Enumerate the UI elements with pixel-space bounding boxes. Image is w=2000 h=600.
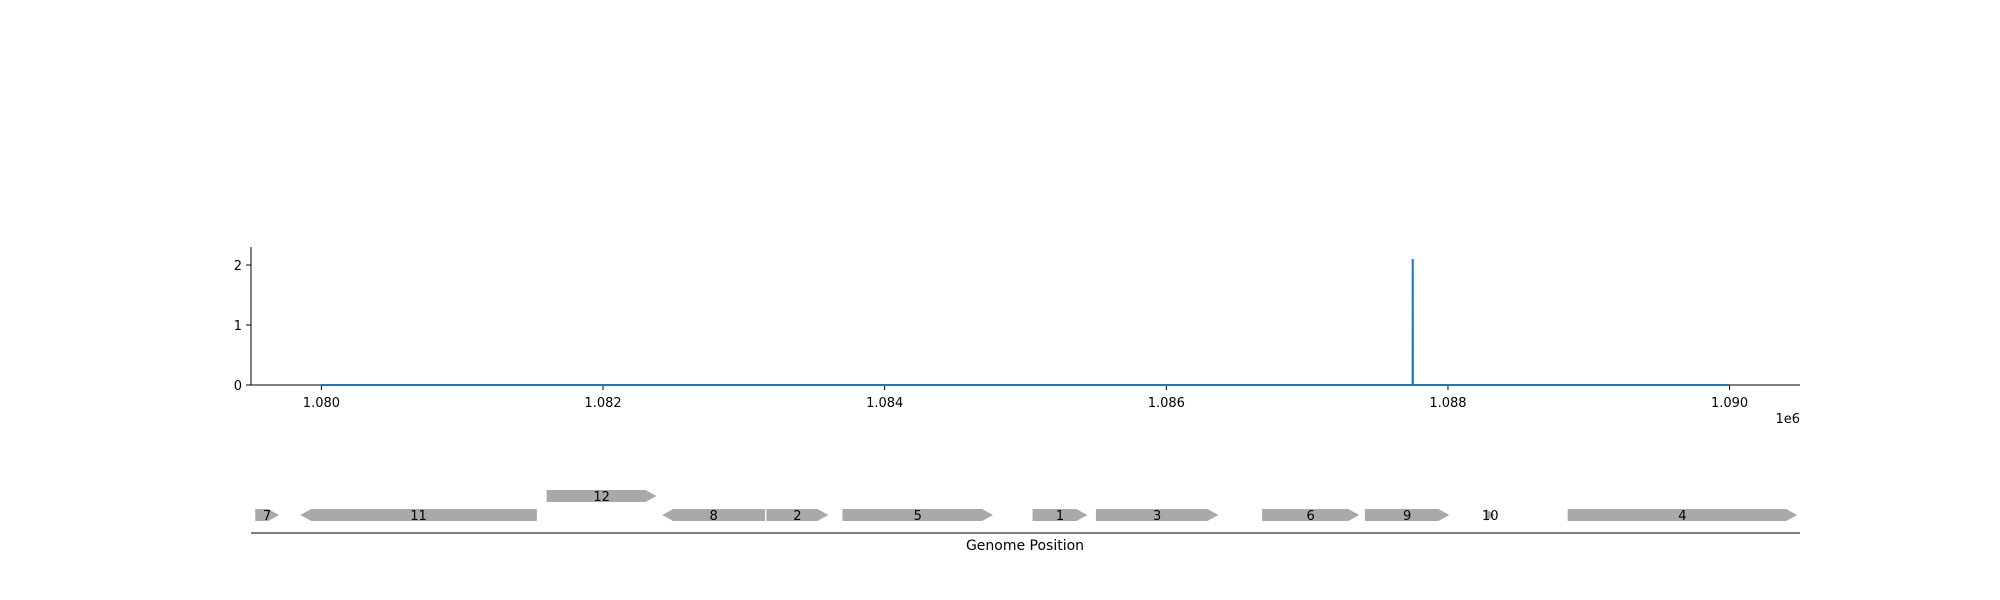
x-offset-label: 1e6 [1775, 412, 1800, 427]
gene-label: 10 [1482, 509, 1499, 524]
gene-label: 7 [263, 509, 271, 524]
x-tick-label: 1.090 [1711, 396, 1748, 411]
y-tick-label: 1 [234, 319, 242, 334]
gene-label: 9 [1403, 509, 1411, 524]
gene-feature [546, 490, 657, 502]
gene-label: 3 [1153, 509, 1161, 524]
gene-feature [300, 509, 537, 521]
gene-label: 5 [914, 509, 922, 524]
gene-feature [766, 509, 829, 521]
x-tick-label: 1.082 [584, 396, 621, 411]
gene-feature [1567, 509, 1798, 521]
gene-feature [1262, 509, 1360, 521]
gene-label: 8 [709, 509, 717, 524]
gene-track: 7 11 12 8 2 5 1 3 6 9 10 4 Genome Position [251, 490, 1800, 554]
y-tick-label: 0 [234, 379, 242, 394]
x-axis-label: Genome Position [966, 538, 1084, 554]
gene-label: 11 [410, 509, 427, 524]
gene-feature [1032, 509, 1088, 521]
x-tick-label: 1.086 [1148, 396, 1185, 411]
x-tick-label: 1.080 [303, 396, 340, 411]
gene-label: 12 [593, 490, 610, 505]
x-tick-label: 1.088 [1429, 396, 1466, 411]
gene-feature [1095, 509, 1219, 521]
gene-feature [255, 509, 280, 521]
x-tick-label: 1.084 [866, 396, 903, 411]
coverage-line [321, 258, 1730, 386]
gene-label: 4 [1678, 509, 1686, 524]
gene-feature [662, 509, 765, 521]
gene-label: 2 [793, 509, 801, 524]
gene-feature [1485, 509, 1495, 521]
gene-feature [842, 509, 994, 521]
gene-label: 6 [1307, 509, 1315, 524]
coverage-plot: 0 1 2 1.080 1.082 1.084 1.086 1.088 1.090 1e6 [234, 247, 1800, 427]
y-tick-label: 2 [234, 259, 242, 274]
gene-label: 1 [1056, 509, 1064, 524]
gene-feature [1364, 509, 1450, 521]
